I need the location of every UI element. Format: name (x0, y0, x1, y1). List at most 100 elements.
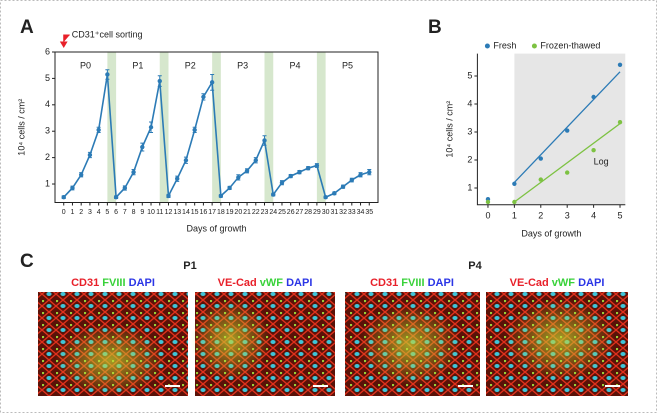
x-tick-label: 35 (365, 209, 373, 216)
point (166, 193, 171, 199)
image-glow (190, 300, 270, 380)
passage-label: P2 (185, 60, 196, 70)
x-tick-label: 17 (208, 209, 216, 216)
point (485, 199, 491, 205)
x-tick-label: 0 (62, 209, 66, 216)
passage-shade (316, 52, 326, 203)
passage-label: P0 (80, 60, 91, 70)
x-tick-label: 21 (243, 209, 251, 216)
y-tick-label: 4 (467, 98, 472, 108)
point (279, 180, 285, 185)
point (209, 80, 215, 85)
x-tick-label: 29 (313, 209, 321, 216)
point (538, 156, 543, 161)
point (87, 152, 93, 158)
stain-label: VE-Cad vWF DAPI (218, 277, 313, 289)
point (140, 144, 145, 150)
point (564, 170, 570, 175)
x-axis-label: Days of growth (521, 228, 581, 238)
x-tick-label: 8 (132, 209, 136, 216)
point (175, 176, 180, 181)
panel-label: B (428, 17, 442, 38)
x-tick-label: 16 (200, 209, 208, 216)
x-tick-label: 27 (296, 209, 304, 216)
point (512, 199, 517, 205)
y-tick-label: 5 (467, 70, 472, 80)
x-tick-label: 13 (173, 209, 181, 216)
annotation: Log (594, 157, 609, 167)
image-glow (360, 305, 460, 385)
stain: VE-Cad (218, 277, 257, 289)
stain-label: CD31 FVIII DAPI (71, 277, 155, 289)
passage-label: P5 (342, 60, 353, 70)
passage-label: P4 (468, 260, 482, 272)
point (349, 177, 355, 183)
point (591, 148, 596, 153)
point (617, 120, 623, 125)
x-tick-label: 22 (252, 209, 260, 216)
point (236, 175, 241, 180)
y-axis-label: 10⁴ cells / cm² (16, 99, 26, 156)
x-tick-label: 3 (88, 209, 92, 216)
passage-label: P1 (183, 260, 196, 272)
y-tick-label: 3 (467, 126, 472, 136)
x-axis-label: Days of growth (186, 223, 246, 233)
passage-shade (212, 52, 221, 203)
point (253, 158, 258, 163)
panel-label: A (20, 17, 34, 38)
x-tick-label: 2 (538, 210, 543, 220)
point (61, 195, 66, 200)
x-tick-label: 18 (217, 209, 225, 216)
stain: DAPI (428, 277, 454, 289)
stain-label: VE-Cad vWF DAPI (510, 277, 605, 289)
point (323, 195, 328, 200)
point (183, 158, 189, 163)
y-tick-label: 4 (45, 99, 50, 109)
y-axis-label: 10⁴ cells / cm² (444, 101, 454, 158)
stain: VE-Cad (510, 277, 549, 289)
point (367, 169, 372, 175)
point (512, 181, 517, 186)
x-tick-label: 26 (287, 209, 295, 216)
x-tick-label: 6 (114, 209, 118, 216)
point (288, 173, 293, 179)
stain: FVIII (401, 277, 424, 289)
legend-marker (484, 43, 490, 49)
x-tick-label: 19 (226, 209, 234, 216)
point (538, 177, 543, 182)
x-tick-label: 32 (339, 209, 347, 216)
y-tick-label: 2 (467, 154, 472, 164)
x-tick-label: 10 (147, 209, 155, 216)
stain: FVIII (102, 277, 125, 289)
x-tick-label: 25 (278, 209, 286, 216)
point (297, 169, 302, 175)
point (314, 163, 320, 168)
legend-label: Fresh (493, 40, 516, 50)
stain: DAPI (578, 277, 604, 289)
x-tick-label: 31 (330, 209, 338, 216)
x-tick-label: 4 (591, 210, 596, 220)
x-tick-label: 12 (165, 209, 173, 216)
x-tick-label: 28 (304, 209, 312, 216)
y-tick-label: 6 (45, 46, 50, 56)
x-tick-label: 4 (97, 209, 101, 216)
passage-shade (159, 52, 169, 203)
trend-line (513, 123, 621, 203)
point (564, 128, 570, 133)
x-tick-label: 20 (234, 209, 242, 216)
x-tick-label: 14 (182, 209, 190, 216)
plot-frame (54, 51, 379, 203)
image-glow (505, 300, 615, 380)
point (70, 185, 75, 191)
passage-shade (264, 52, 274, 203)
stain: DAPI (286, 277, 312, 289)
point (78, 172, 84, 177)
x-tick-label: 23 (261, 209, 269, 216)
stain: vWF (552, 277, 576, 289)
x-tick-label: 2 (79, 209, 83, 216)
panel-label: C (20, 251, 34, 272)
x-tick-label: 0 (485, 210, 490, 220)
point (131, 169, 136, 175)
x-tick-label: 1 (512, 210, 517, 220)
passage-label: P1 (132, 60, 143, 70)
